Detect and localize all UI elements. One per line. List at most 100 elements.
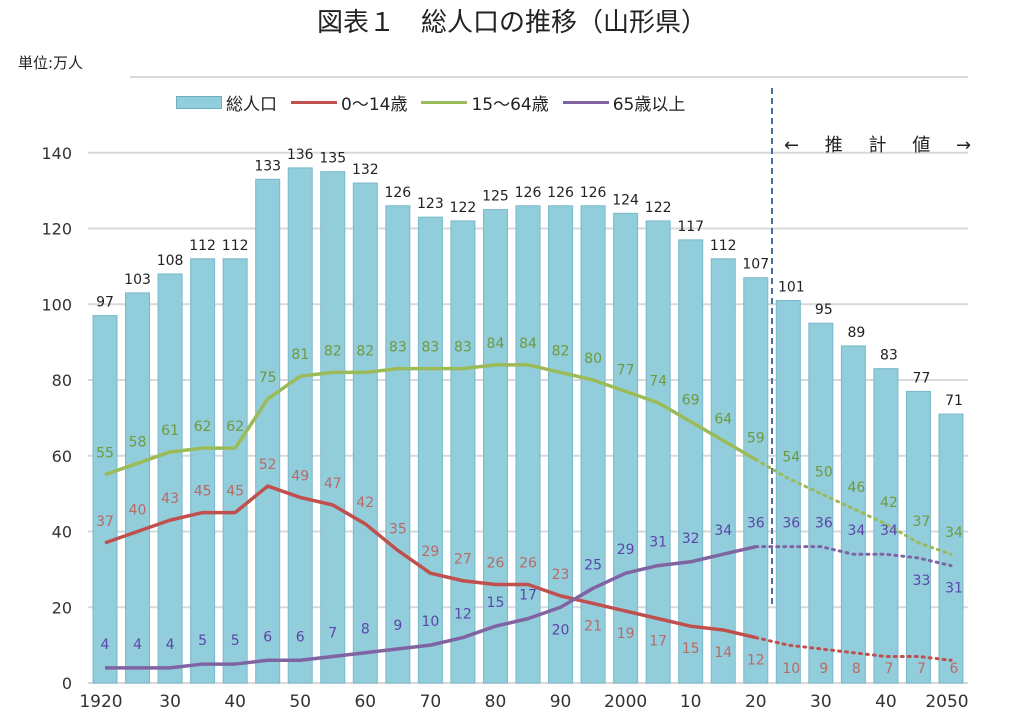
x-tick-label: 50 [289, 692, 311, 712]
y-tick-label: 40 [52, 523, 72, 542]
line-value-label: 81 [291, 347, 309, 363]
line-value-label: 17 [649, 634, 667, 650]
bar-value-label: 112 [710, 238, 737, 254]
bar [580, 205, 606, 684]
bar [905, 390, 931, 684]
bar-value-label: 107 [742, 257, 769, 273]
line-value-label: 80 [584, 351, 602, 367]
legend-swatch-15-64 [421, 101, 468, 104]
line-value-label: 8 [852, 661, 861, 677]
line-value-label: 58 [129, 434, 147, 450]
bar [320, 171, 346, 684]
x-tick-label: 40 [875, 692, 897, 712]
bar-value-label: 125 [482, 189, 509, 205]
line-value-label: 23 [552, 567, 570, 583]
line-value-label: 9 [393, 618, 402, 634]
x-tick-label: 2000 [604, 692, 647, 712]
projection-label: ← 推 計 値 → [784, 135, 982, 156]
x-tick-label: 70 [420, 692, 442, 712]
bar [840, 345, 866, 684]
line-value-label: 6 [263, 629, 272, 645]
legend-swatch-0-14 [291, 101, 337, 104]
line-value-label: 62 [194, 419, 212, 435]
line-value-label: 32 [682, 531, 700, 547]
line-value-label: 20 [552, 622, 570, 638]
x-tick-label: 30 [810, 692, 832, 712]
line-value-label: 36 [815, 516, 833, 532]
line-value-label: 31 [945, 581, 963, 597]
line-value-label: 8 [361, 622, 370, 638]
x-tick-label: 20 [745, 692, 767, 712]
legend-label: 15～64歳 [471, 95, 549, 115]
line-value-label: 55 [96, 446, 114, 462]
bar-value-label: 133 [254, 158, 281, 174]
line-value-label: 69 [682, 393, 700, 409]
line-value-label: 6 [296, 629, 305, 645]
line-value-label: 19 [617, 626, 635, 642]
x-tick-label: 1920 [79, 692, 122, 712]
unit-label: 単位:万人 [18, 54, 84, 72]
bar [417, 216, 443, 684]
bar-value-label: 126 [547, 185, 574, 201]
line-value-label: 15 [487, 595, 505, 611]
line-value-label: 84 [519, 336, 537, 352]
legend-label: 総人口 [226, 95, 277, 115]
line-value-label: 77 [617, 362, 635, 378]
line-value-label: 4 [133, 637, 142, 653]
bar-value-label: 83 [880, 348, 898, 364]
line-value-label: 5 [198, 633, 207, 649]
x-tick-label: 10 [680, 692, 702, 712]
y-tick-label: 0 [62, 674, 72, 693]
bar [613, 212, 639, 684]
line-value-label: 40 [129, 503, 147, 519]
bar-value-label: 108 [157, 253, 184, 269]
line-value-label: 25 [584, 557, 602, 573]
line-value-label: 26 [487, 556, 505, 572]
bar [222, 258, 248, 684]
y-tick-label: 20 [52, 598, 72, 617]
legend-label: 65歳以上 [612, 95, 686, 115]
line-value-label: 10 [421, 614, 439, 630]
bar-value-label: 124 [612, 192, 639, 208]
chart-title: 図表１ 総人口の推移（山形県） [316, 8, 707, 38]
line-series-3-projection [754, 545, 953, 568]
bar [482, 209, 508, 684]
line-value-label: 4 [101, 637, 110, 653]
bar-value-label: 112 [189, 238, 216, 254]
line-value-label: 15 [682, 641, 700, 657]
line-value-label: 59 [747, 431, 765, 447]
bar [938, 413, 964, 684]
line-value-label: 9 [819, 661, 828, 677]
line-value-label: 21 [584, 618, 602, 634]
line-value-label: 83 [454, 340, 472, 356]
bar [775, 299, 801, 684]
line-series-1 [104, 484, 757, 640]
bar-value-label: 89 [847, 325, 865, 341]
line-value-label: 84 [487, 336, 505, 352]
bar [678, 239, 704, 684]
line-series-2 [104, 363, 757, 477]
line-value-label: 26 [519, 556, 537, 572]
bar-value-label: 132 [352, 162, 379, 178]
line-value-label: 12 [747, 653, 765, 669]
line-value-label: 5 [231, 633, 240, 649]
line-series-2-projection [754, 458, 953, 556]
line-series-3 [105, 544, 757, 670]
line-value-label: 74 [649, 374, 667, 390]
line-value-label: 36 [747, 516, 765, 532]
line-value-label: 64 [714, 412, 732, 428]
legend-item-65plus: 65歳以上 [562, 90, 686, 115]
line-value-label: 33 [913, 573, 931, 589]
bar [255, 178, 281, 684]
legend-swatch-total [176, 96, 222, 109]
bar-value-label: 126 [515, 185, 542, 201]
x-tick-label: 2050 [925, 692, 968, 712]
line-value-label: 34 [714, 523, 732, 539]
bar-value-label: 101 [778, 279, 805, 295]
line-value-label: 34 [945, 525, 963, 541]
bar-value-label: 136 [287, 147, 314, 163]
line-value-label: 83 [421, 340, 439, 356]
line-value-label: 83 [389, 340, 407, 356]
bar [873, 368, 899, 684]
